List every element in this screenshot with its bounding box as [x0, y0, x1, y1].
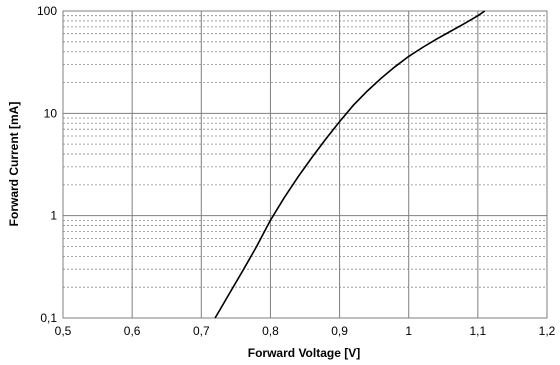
y-tick-label: 0,1 [40, 311, 57, 325]
tick-labels: 0,5 0,6 0,7 0,8 0,9 1 1,1 1,2 0,1 1 10 100 [37, 4, 556, 338]
x-tick-label: 1,2 [539, 324, 556, 338]
y-axis-title: Forward Current [mA] [7, 102, 21, 227]
x-tick-label: 1,1 [470, 324, 487, 338]
x-axis-title: Forward Voltage [V] [248, 346, 360, 360]
series-lines [214, 10, 486, 319]
x-tick-label: 0,8 [262, 324, 279, 338]
x-tick-label: 0,9 [331, 324, 348, 338]
x-tick-label: 0,6 [124, 324, 141, 338]
y-tick-label: 100 [37, 4, 57, 18]
x-tick-label: 0,5 [55, 324, 72, 338]
series-line-0 [214, 10, 486, 319]
plot-border [62, 10, 548, 319]
x-tick-label: 0,7 [193, 324, 210, 338]
grid [62, 10, 548, 319]
x-tick-label: 1 [405, 324, 412, 338]
y-tick-label: 10 [44, 106, 58, 120]
y-tick-label: 1 [50, 209, 57, 223]
